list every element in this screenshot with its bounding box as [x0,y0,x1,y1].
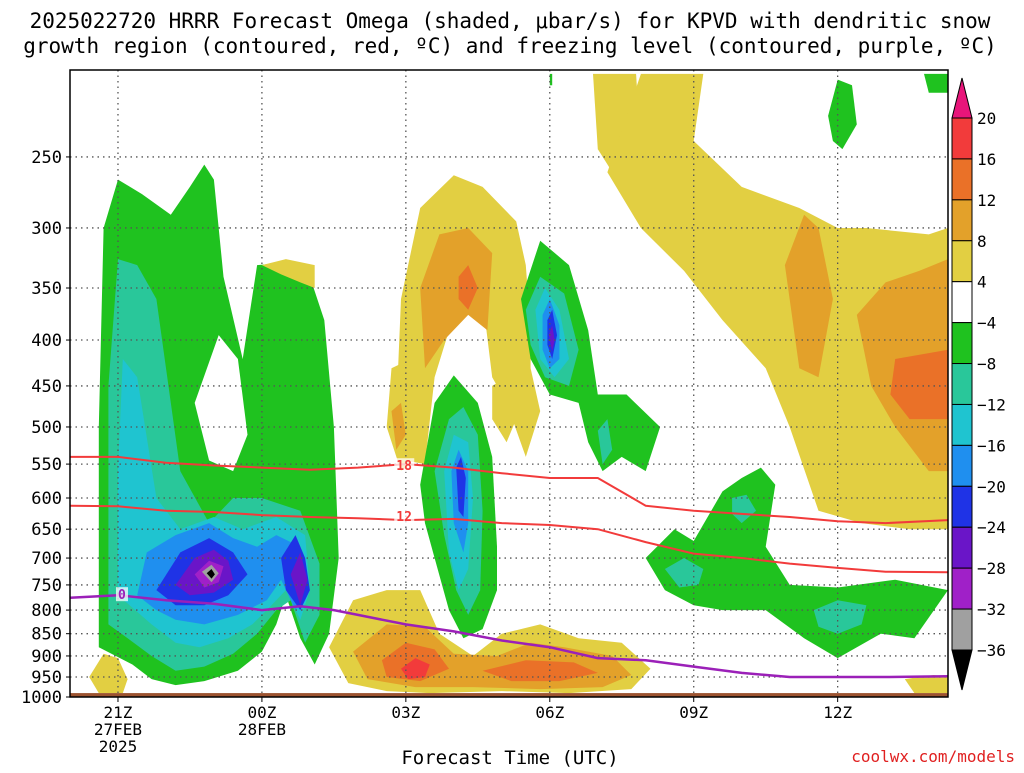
colorbar-label: 16 [977,150,996,169]
omega-region-far-left-yellow [89,653,128,694]
colorbar-label: −8 [977,355,996,374]
y-tick-label: 700 [31,549,62,569]
y-tick-label: 550 [31,455,62,475]
x-tick-label: 09Z [679,703,708,722]
contour-label-bg [394,458,415,473]
colorbar-label: −20 [977,477,1006,496]
omega-region-far-low-yellow [904,675,948,694]
x-tick-label: 12Z [823,703,852,722]
colorbar-label: −32 [977,600,1006,619]
ground-band [70,693,948,697]
omega-region-upper-right-yellow [607,73,948,530]
omega-region-west-core [206,569,215,579]
omega-region-center-blob [597,419,613,465]
y-tick-label: 650 [31,520,62,540]
x-tick-label: 00Z [247,703,276,722]
x-axis-title: Forecast Time (UTC) [401,747,618,768]
colorbar-band [951,567,973,610]
colorbar-bottom-arrow [951,649,973,691]
colorbar-label: −28 [977,559,1006,578]
colorbar-label: −16 [977,436,1006,455]
colorbar-band [951,117,973,160]
colorbar-band [951,322,973,365]
colorbar-label: −4 [977,314,996,333]
omega-region-center-blob [548,325,555,352]
x-tick-sublabel: 27FEB [94,720,142,739]
omega-region-small-left-yellow [261,259,315,288]
omega-region-vertical-col [456,456,466,517]
contour-label: 12 [396,510,412,525]
omega-region-right-orange [890,349,948,420]
y-tick-label: 1000 [21,688,62,708]
y-tick-label: 500 [31,418,62,438]
y-tick-label: 950 [31,668,62,688]
chart-title-line2: growth region (contoured, red, ºC) and f… [23,34,997,58]
dgz-contour [70,455,948,525]
colorbar-band [951,608,973,651]
omega-region-small-patch [492,377,517,443]
colorbar-band [951,403,973,446]
omega-region-left-orange-patch [391,402,406,450]
x-tick-label: 06Z [535,703,564,722]
credit-text: coolwx.com/models [851,747,1015,766]
chart-title-line1: 2025022720 HRRR Forecast Omega (shaded, … [30,9,991,33]
contour-label-bg [115,587,128,602]
omega-region-upper-right-orange [784,214,833,378]
plot-area: 18 12 0 [70,70,948,697]
colorbar-label: −24 [977,518,1006,537]
freezing-level-contour [70,593,948,679]
colorbar-label: −12 [977,395,1006,414]
colorbar-label: −36 [977,641,1006,660]
omega-region-left-pocket-white [194,335,248,472]
colorbar-label: 8 [977,232,987,251]
omega-region-right-lower-green [645,467,948,659]
y-tick-label: 800 [31,601,62,621]
x-tick-sublabel: 2025 [99,737,138,756]
colorbar-label: 12 [977,191,996,210]
omega-region-upper-mid-orange [420,228,493,369]
y-tick-label: 450 [31,377,62,397]
colorbar-band [951,199,973,242]
omega-region-low-red [401,658,430,680]
y-tick-label: 250 [31,148,62,168]
omega-region-upper-mid-orange [458,265,478,310]
y-tick-label: 350 [31,279,62,299]
contour-label-bg [394,509,415,524]
y-tick-label: 300 [31,219,62,239]
x-tick-label: 03Z [391,703,420,722]
colorbar-band [951,444,973,487]
plot-frame [69,69,949,698]
colorbar-label: 20 [977,109,996,128]
omega-region-low-orange [482,660,598,682]
omega-region-right-lower-green [732,494,757,524]
colorbar-band [951,485,973,528]
y-tick-label: 900 [31,647,62,667]
omega-region-east-core [290,552,308,606]
y-tick-label: 400 [31,331,62,351]
x-tick-sublabel: 28FEB [238,720,286,739]
colorbar-band [951,240,973,283]
colorbar: 20 16 12 8 4 −4 −8 −12 −16 −20 −24 −28 −32 −36 [951,77,1006,691]
colorbar-label: 4 [977,273,987,292]
colorbar-top-arrow [951,77,973,119]
dgz-contour [70,504,948,574]
x-tick-label: 21Z [104,703,133,722]
y-tick-label: 750 [31,576,62,596]
colorbar-band [951,363,973,405]
colorbar-band [951,281,973,324]
y-tick-label: 600 [31,489,62,509]
y-tick-label: 850 [31,625,62,645]
colorbar-band [951,526,973,569]
colorbar-band [951,158,973,201]
omega-region-upper-right-white [688,73,948,229]
omega-region-top-right-green [924,73,948,93]
omega-region-top-right-green [828,79,857,150]
contour-label: 0 [118,588,126,603]
axes: 2503003504004505005506006507007508008509… [21,69,949,756]
contour-label: 18 [396,459,412,474]
omega-region-right-lower-green [813,600,867,634]
